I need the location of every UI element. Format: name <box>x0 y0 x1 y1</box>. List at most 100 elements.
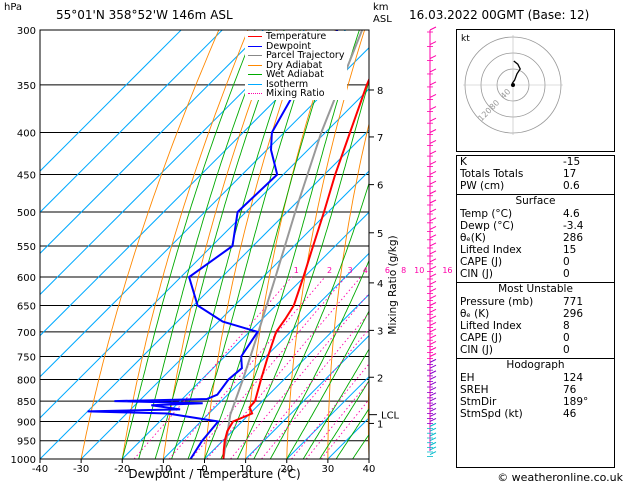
wet-adiabat-line <box>187 30 319 459</box>
pressure-tick-label: 600 <box>17 273 36 284</box>
wet-adiabat-line <box>253 181 369 459</box>
wind-barb-flag <box>429 160 437 165</box>
wind-barb <box>427 250 437 257</box>
wet-adiabat-line <box>204 30 338 459</box>
wet-adiabat-line <box>138 30 270 459</box>
row-label: Pressure (mb) <box>460 296 534 308</box>
pressure-unit-label: hPa <box>4 2 23 13</box>
isotherm-line <box>245 334 369 459</box>
table-row: PW (cm) 0.6 <box>457 180 614 192</box>
wind-barb <box>427 129 437 135</box>
isotherm-line <box>204 293 369 459</box>
height-tick-label: 8 <box>377 86 383 97</box>
temperature-tick-label: 0 <box>201 464 207 475</box>
wind-barb-flag <box>429 150 437 155</box>
dry-adiabat-line <box>121 30 249 459</box>
wind-barb <box>427 376 437 382</box>
row-value: 0 <box>563 332 570 344</box>
wet-adiabat-line <box>236 79 369 459</box>
mixing-ratio-line <box>247 312 369 459</box>
most-unstable-table: Pressure (mb) 771 θₑ (K) 296 Lifted Index 8 CA… <box>457 296 614 356</box>
row-label: Lifted Index <box>460 244 522 256</box>
table-row: K -15 <box>457 156 614 168</box>
wind-barb <box>427 308 437 315</box>
row-value: 0 <box>563 256 570 268</box>
wind-barb-flag <box>429 347 437 351</box>
hodograph-section-title: Hodograph <box>457 358 614 372</box>
wind-barb <box>427 68 437 75</box>
legend-swatch <box>248 64 262 66</box>
legend-swatch <box>248 45 262 47</box>
wind-barb-flag <box>429 387 437 391</box>
wind-barb-flag <box>429 322 437 326</box>
wind-barb <box>427 397 437 404</box>
isotherm-line <box>80 170 369 459</box>
row-value: 17 <box>563 168 577 180</box>
row-value: 0 <box>563 268 570 280</box>
wind-barb <box>427 402 437 409</box>
wind-barb <box>427 266 437 272</box>
station-location: 55°01'N 358°52'W 146m ASL <box>56 8 233 22</box>
forecast-datetime: 16.03.2022 00GMT (Base: 12) <box>409 8 590 22</box>
height-tick-label: 6 <box>377 181 383 192</box>
legend-item: Isotherm <box>248 78 344 90</box>
table-row: Totals Totals 17 <box>457 168 614 180</box>
wind-barb <box>427 199 437 206</box>
wind-barb <box>427 180 437 187</box>
wind-barb-flag <box>429 117 437 122</box>
mixing-ratio-axis-label: Mixing Ratio (g/kg) <box>387 235 399 334</box>
mixing-ratio-line <box>133 276 293 459</box>
wind-barb-flag <box>429 302 437 306</box>
storm-motion-marker <box>511 83 515 87</box>
isotherm-line <box>40 30 305 296</box>
height-tick-label: 7 <box>377 133 383 144</box>
row-label: θₑ(K) <box>460 232 486 244</box>
legend-label: Isotherm <box>266 78 309 90</box>
wind-barb <box>427 432 437 439</box>
legend-item: Parcel Trajectory <box>248 51 344 61</box>
wind-barb <box>427 370 437 377</box>
pressure-tick-label: 350 <box>17 81 36 92</box>
wind-barb-flag <box>429 370 437 375</box>
legend-item: Dry Adiabat <box>248 60 344 71</box>
mixing-ratio-label: 2 <box>327 266 332 275</box>
height-tick-label: 5 <box>377 229 383 240</box>
wind-barb-flag <box>429 55 437 59</box>
row-value: 124 <box>563 372 584 384</box>
row-label: CIN (J) <box>460 344 493 356</box>
wind-barb-flag <box>429 288 437 292</box>
wind-barb <box>427 387 437 393</box>
row-value: -3.4 <box>563 220 584 232</box>
legend-swatch <box>248 83 262 85</box>
parcel-trajectory-line <box>222 30 364 459</box>
wind-barb <box>427 288 437 294</box>
dry-adiabat-line <box>204 30 307 459</box>
row-label: PW (cm) <box>460 180 505 192</box>
table-row: CAPE (J) 0 <box>457 332 614 344</box>
wind-barb-flag <box>429 266 437 270</box>
wind-barb <box>427 418 437 424</box>
wind-barb-flag <box>429 353 437 357</box>
height-tick-label: 3 <box>377 326 383 337</box>
mixing-ratio-label: 3 <box>348 266 353 275</box>
table-row: CIN (J) 0 <box>457 344 614 356</box>
wind-barb <box>427 422 437 429</box>
row-label: θₑ (K) <box>460 308 490 320</box>
wind-barb <box>427 340 437 347</box>
wind-barb <box>427 190 437 197</box>
row-value: 771 <box>563 296 584 308</box>
row-label: CAPE (J) <box>460 256 503 268</box>
table-row: Lifted Index 15 <box>457 244 614 256</box>
mixing-ratio-line <box>206 276 362 459</box>
row-value: 4.6 <box>563 208 580 220</box>
isotherm-line <box>163 252 369 459</box>
wind-barb <box>427 150 437 157</box>
wind-barb <box>427 328 437 335</box>
wind-barb-flag <box>429 308 437 313</box>
wind-barb-flag <box>429 190 437 195</box>
table-row: Lifted Index 8 <box>457 320 614 332</box>
wet-adiabat-line <box>121 30 256 459</box>
dry-adiabat-line <box>80 30 220 459</box>
wind-barb <box>427 358 437 365</box>
